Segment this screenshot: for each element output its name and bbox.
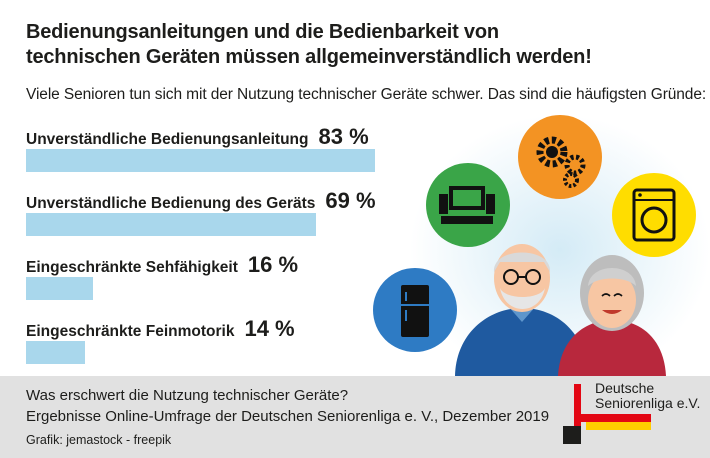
tv-stereo-icon [426, 163, 510, 247]
logo-text: Deutsche Seniorenliga e.V. [595, 381, 700, 411]
bar [26, 341, 85, 364]
logo-gold-bar [586, 422, 651, 430]
bar-value-label: 16 % [247, 252, 299, 277]
logo-line-2: Seniorenliga e.V. [595, 395, 701, 411]
logo-line-1: Deutsche [595, 380, 655, 396]
bar-item: Unverständliche Bedienung des Geräts 69 … [26, 188, 376, 236]
footer-credit: Grafik: jemastock - freepik [26, 433, 172, 447]
bar-item: Eingeschränkte Feinmotorik 14 % [26, 316, 295, 364]
footer: Was erschwert die Nutzung technischer Ge… [0, 376, 710, 458]
bar-label: Eingeschränkte Sehfähigkeit [26, 259, 238, 276]
logo-red-bar [581, 414, 651, 422]
bar [26, 277, 94, 300]
title-line-2: technischen Geräten müssen allgemeinvers… [26, 46, 592, 68]
footer-source: Ergebnisse Online-Umfrage der Deutschen … [26, 408, 550, 425]
bar-value-label: 83 % [318, 124, 369, 149]
bar-label: Eingeschränkte Feinmotorik [26, 323, 235, 340]
gears-icon [518, 115, 602, 199]
bar-item: Unverständliche Bedienungsanleitung 83 % [26, 124, 375, 172]
bar-value-label: 14 % [244, 316, 295, 341]
senior-woman [558, 255, 666, 376]
subtitle: Viele Senioren tun sich mit der Nutzung … [26, 86, 707, 103]
fridge-icon [373, 268, 457, 352]
page-title: Bedienungsanleitungen und die Bedienbark… [26, 20, 696, 70]
title-line-1: Bedienungsanleitungen und die Bedienbark… [26, 21, 499, 43]
illustration [373, 115, 710, 376]
logo-black-square [563, 426, 581, 444]
bar-item: Eingeschränkte Sehfähigkeit 16 % [26, 252, 299, 300]
washing-machine-icon [612, 173, 696, 257]
bar-label: Unverständliche Bedienungsanleitung [26, 131, 309, 148]
footer-question: Was erschwert die Nutzung technischer Ge… [26, 387, 349, 404]
bar-label: Unverständliche Bedienung des Geräts [26, 195, 316, 212]
bar-value-label: 69 % [325, 188, 376, 213]
bar [26, 149, 375, 172]
senior-man [455, 244, 588, 376]
bar [26, 213, 316, 236]
logo-red-block [574, 384, 581, 430]
